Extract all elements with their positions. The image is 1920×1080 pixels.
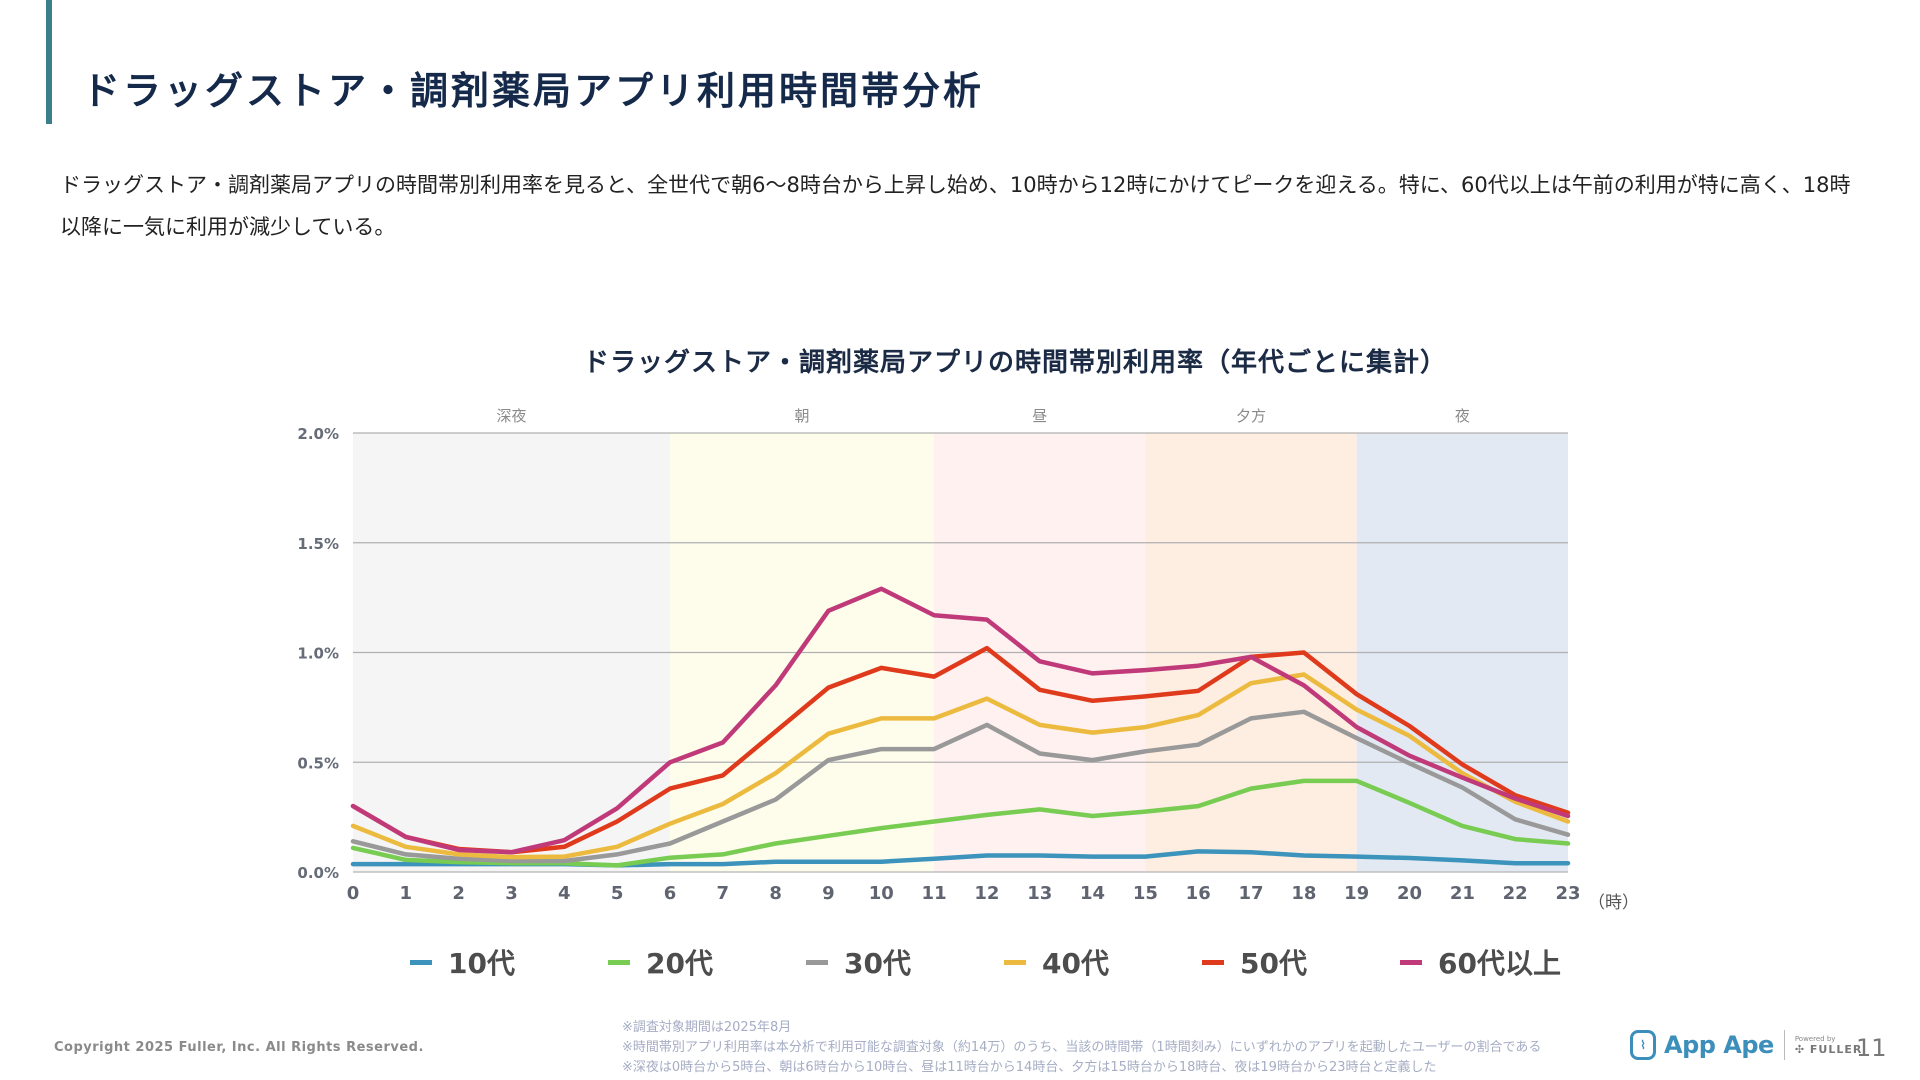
footnote: ※深夜は0時台から5時台、朝は6時台から10時台、昼は11時台から14時台、夕方… — [622, 1060, 1437, 1075]
x-tick-label: 7 — [717, 883, 730, 904]
legend-swatch-60s-plus — [1400, 959, 1422, 965]
x-tick-label: 22 — [1503, 883, 1528, 904]
legend-swatch-10s — [410, 959, 432, 965]
x-tick-label: 18 — [1291, 883, 1316, 904]
y-tick-label: 2.0% — [297, 425, 339, 443]
chart-legend: 10代 20代 30代 40代 50代 60代以上 — [410, 940, 1610, 984]
legend-swatch-40s — [1004, 959, 1026, 965]
series-line-5 — [350, 586, 1571, 855]
x-tick-label: 19 — [1344, 883, 1369, 904]
x-tick-label: 0 — [347, 883, 360, 904]
legend-label: 10代 — [448, 947, 515, 980]
fuller-label: FULLER — [1809, 1042, 1863, 1056]
page-number: 11 — [1856, 1034, 1887, 1062]
legend-item-30s[interactable]: 30代 — [806, 942, 1004, 982]
y-tick-label: 1.5% — [297, 535, 339, 553]
x-tick-label: 6 — [664, 883, 677, 904]
legend-item-40s[interactable]: 40代 — [1004, 942, 1202, 982]
copyright: Copyright 2025 Fuller, Inc. All Rights R… — [54, 1040, 424, 1055]
x-tick-label: 14 — [1080, 883, 1105, 904]
time-band-label: 朝 — [795, 407, 810, 425]
legend-label: 60代以上 — [1438, 947, 1561, 980]
legend-swatch-20s — [608, 959, 630, 965]
legend-label: 20代 — [646, 947, 713, 980]
time-bands: 深夜 朝 昼 夕方 夜 — [353, 407, 1568, 872]
legend-label: 30代 — [844, 947, 911, 980]
footnote: ※調査対象期間は2025年8月 — [622, 1020, 792, 1035]
footnote: ※時間帯別アプリ利用率は本分析で利用可能な調査対象（約14万）のうち、当該の時間… — [622, 1040, 1542, 1055]
fuller-logo-text: ✣ FULLER — [1795, 1043, 1863, 1056]
x-tick-label: 2 — [452, 883, 465, 904]
x-tick-label: 4 — [558, 883, 571, 904]
legend-label: 40代 — [1042, 947, 1109, 980]
chart-title: ドラッグストア・調剤薬局アプリの時間帯別利用率（年代ごとに集計） — [582, 348, 1447, 378]
time-band-label: 夜 — [1455, 407, 1470, 425]
time-band-label: 昼 — [1032, 407, 1047, 425]
legend-swatch-50s — [1202, 959, 1224, 965]
x-tick-label: 10 — [869, 883, 894, 904]
powered-by-fuller: Powered by ✣ FULLER — [1795, 1035, 1863, 1056]
x-tick-label: 9 — [822, 883, 835, 904]
x-tick-label: 21 — [1450, 883, 1475, 904]
x-tick-label: 13 — [1027, 883, 1052, 904]
legend-item-50s[interactable]: 50代 — [1202, 942, 1400, 982]
time-band-label: 深夜 — [496, 407, 526, 425]
legend-item-10s[interactable]: 10代 — [410, 942, 608, 982]
series-line-3 — [350, 672, 1571, 860]
ape-face-icon: ⌇ — [1630, 1030, 1656, 1060]
x-tick-label: 15 — [1133, 883, 1158, 904]
x-tick-label: 20 — [1397, 883, 1422, 904]
app-ape-logo: ⌇ App Ape Powered by ✣ FULLER — [1630, 1030, 1862, 1060]
x-tick-label: 8 — [769, 883, 782, 904]
series-line-2 — [350, 709, 1571, 864]
powered-by-label: Powered by — [1794, 1034, 1836, 1043]
x-axis-label: （時） — [1588, 893, 1639, 913]
legend-item-20s[interactable]: 20代 — [608, 942, 806, 982]
legend-swatch-30s — [806, 959, 828, 965]
series-lines — [350, 586, 1571, 868]
x-tick-label: 16 — [1186, 883, 1211, 904]
summary-text: ドラッグストア・調剤薬局アプリの時間帯別利用率を見ると、全世代で朝6〜8時台から… — [60, 173, 1851, 239]
time-band-label: 夕方 — [1236, 407, 1266, 425]
series-line-4 — [350, 645, 1571, 855]
title-accent-bar — [46, 0, 52, 124]
x-tick-label: 5 — [611, 883, 624, 904]
fuller-mark-icon: ✣ — [1794, 1042, 1810, 1056]
x-tick-label: 17 — [1239, 883, 1264, 904]
y-tick-label: 1.0% — [297, 645, 339, 663]
legend-label: 50代 — [1240, 947, 1307, 980]
x-tick-label: 11 — [922, 883, 947, 904]
x-tick-label: 3 — [505, 883, 518, 904]
y-tick-label: 0.0% — [297, 864, 339, 882]
x-tick-label: 23 — [1555, 883, 1580, 904]
footnotes: ※調査対象期間は2025年8月 ※時間帯別アプリ利用率は本分析で利用可能な調査対… — [622, 1018, 1541, 1078]
logo-text: App Ape — [1664, 1031, 1774, 1059]
x-tick-label: 12 — [974, 883, 999, 904]
page-title: ドラッグストア・調剤薬局アプリ利用時間帯分析 — [82, 69, 985, 113]
gridlines — [353, 432, 1568, 873]
y-tick-label: 0.5% — [297, 754, 339, 772]
axes: 0.0%0.5%1.0%1.5%2.0%0 1 2 3 4 5 6 7 8 9 10 11 12 13 14… — [297, 425, 1639, 913]
x-tick-label: 1 — [400, 883, 413, 904]
legend-item-60s-plus[interactable]: 60代以上 — [1400, 942, 1598, 982]
logo-divider — [1783, 1030, 1785, 1060]
